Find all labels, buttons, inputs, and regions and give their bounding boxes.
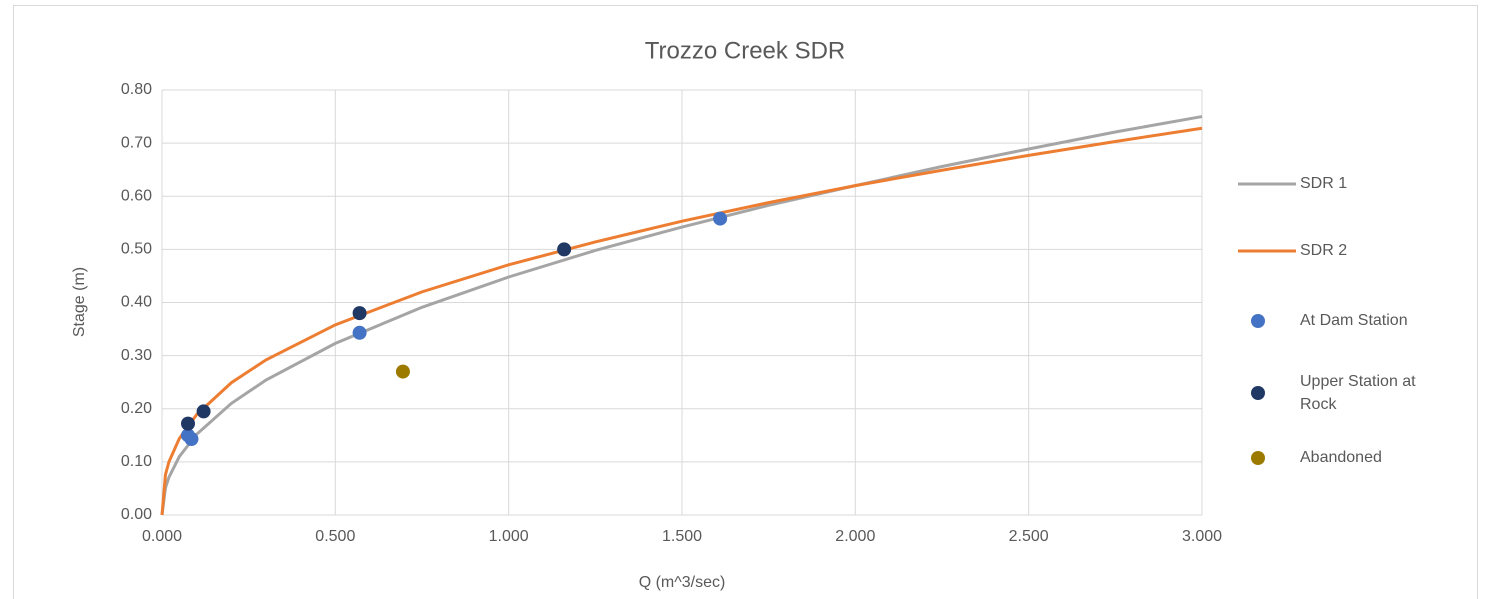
y-tick-label: 0.30 xyxy=(121,347,152,364)
y-tick-label: 0.40 xyxy=(121,294,152,311)
x-tick-label: 0.000 xyxy=(142,528,182,545)
legend-item: SDR 1 xyxy=(1238,175,1347,192)
data-point xyxy=(196,404,211,419)
x-tick-label: 2.000 xyxy=(835,528,875,545)
x-tick-label: 2.500 xyxy=(1009,528,1049,545)
series-line xyxy=(160,126,1203,516)
legend-swatch xyxy=(1251,386,1265,400)
x-axis-label: Q (m^3/sec) xyxy=(639,574,726,591)
y-tick-label: 0.50 xyxy=(121,241,152,258)
chart-title: Trozzo Creek SDR xyxy=(645,37,845,64)
data-point xyxy=(184,432,199,447)
y-axis-label: Stage (m) xyxy=(71,267,88,337)
legend-swatch xyxy=(1251,314,1265,328)
y-tick-label: 0.80 xyxy=(121,81,152,98)
data-point xyxy=(395,364,410,379)
series-line xyxy=(160,115,1203,516)
legend-item: Upper Station at Rock xyxy=(1251,373,1416,413)
data-point xyxy=(713,211,728,226)
legend-label: Abandoned xyxy=(1300,449,1382,466)
legend-label: Upper Station at Rock xyxy=(1300,373,1416,413)
legend-item: Abandoned xyxy=(1251,449,1382,466)
x-tick-label: 1.000 xyxy=(489,528,529,545)
data-point xyxy=(352,306,367,321)
data-point xyxy=(557,242,572,257)
legend-label: SDR 1 xyxy=(1300,175,1347,192)
y-tick-label: 0.10 xyxy=(121,453,152,470)
legend-item: SDR 2 xyxy=(1238,242,1347,259)
y-tick-label: 0.00 xyxy=(121,506,152,523)
y-tick-label: 0.60 xyxy=(121,187,152,204)
y-tick-label: 0.70 xyxy=(121,134,152,151)
data-point xyxy=(181,416,195,431)
legend-item: At Dam Station xyxy=(1251,312,1408,329)
x-tick-label: 0.500 xyxy=(315,528,355,545)
y-tick-label: 0.20 xyxy=(121,400,152,417)
x-tick-label: 3.000 xyxy=(1182,528,1222,545)
legend-swatch xyxy=(1251,451,1265,465)
x-tick-label: 1.500 xyxy=(662,528,702,545)
legend-label: At Dam Station xyxy=(1300,312,1408,329)
legend-label: SDR 2 xyxy=(1300,242,1347,259)
data-point xyxy=(352,325,367,340)
